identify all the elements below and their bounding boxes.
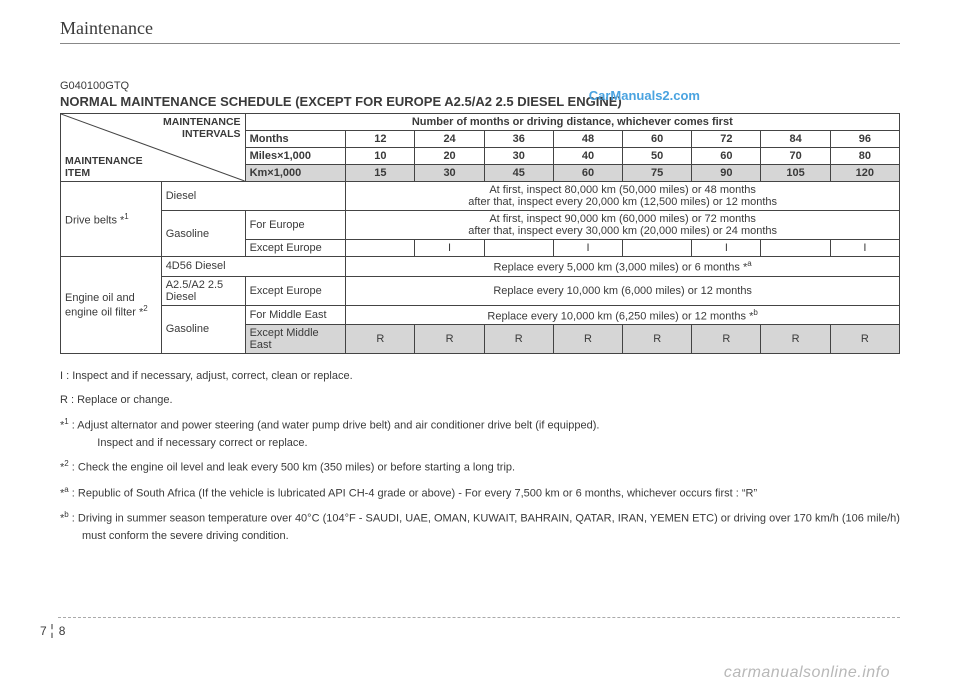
- eo-a25-label: A2.5/A2 2.5 Diesel: [161, 276, 245, 305]
- miles-1: 20: [415, 148, 484, 165]
- eo-4d56-label: 4D56 Diesel: [161, 257, 346, 277]
- miles-6: 70: [761, 148, 830, 165]
- db-diesel-note: At first, inspect 80,000 km (50,000 mile…: [346, 182, 900, 211]
- eo-gas-exme-6: R: [761, 325, 830, 354]
- eo-gas-exme-label: Except Middle East: [245, 325, 346, 354]
- notes-block: I : Inspect and if necessary, adjust, co…: [60, 368, 900, 545]
- group-header: Number of months or driving distance, wh…: [245, 114, 899, 131]
- db-gas-ex-4: [623, 240, 692, 257]
- months-label: Months: [245, 131, 346, 148]
- eo-a25-note: Replace every 10,000 km (6,000 miles) or…: [346, 276, 900, 305]
- note-r: R : Replace or change.: [60, 392, 900, 410]
- eo-gas-exme-4: R: [623, 325, 692, 354]
- eo-gas-exme-7: R: [830, 325, 899, 354]
- km-0: 15: [346, 165, 415, 182]
- km-5: 90: [692, 165, 761, 182]
- note-2: *2 : Check the engine oil level and leak…: [60, 458, 900, 477]
- db-gas-ex-1: I: [415, 240, 484, 257]
- miles-5: 60: [692, 148, 761, 165]
- miles-3: 40: [553, 148, 622, 165]
- km-label: Km×1,000: [245, 165, 346, 182]
- months-7: 96: [830, 131, 899, 148]
- km-2: 45: [484, 165, 553, 182]
- months-6: 84: [761, 131, 830, 148]
- running-head: Maintenance: [60, 18, 900, 44]
- miles-label: Miles×1,000: [245, 148, 346, 165]
- doc-code: G040100GTQ: [60, 80, 900, 92]
- miles-7: 80: [830, 148, 899, 165]
- eo-a25-sub: Except Europe: [245, 276, 346, 305]
- km-1: 30: [415, 165, 484, 182]
- footer-rule: [58, 617, 900, 618]
- page: Maintenance CarManuals2.com G040100GTQ N…: [0, 0, 960, 546]
- months-1: 24: [415, 131, 484, 148]
- eo-gas-exme-0: R: [346, 325, 415, 354]
- engine-oil-label: Engine oil and engine oil filter *2: [61, 257, 162, 354]
- db-gas-ex-2: [484, 240, 553, 257]
- miles-4: 50: [623, 148, 692, 165]
- eo-4d56-note: Replace every 5,000 km (3,000 miles) or …: [346, 257, 900, 277]
- maintenance-table: MAINTENANCEINTERVALSMAINTENANCEITEMNumbe…: [60, 113, 900, 354]
- eo-gas-exme-3: R: [553, 325, 622, 354]
- miles-2: 30: [484, 148, 553, 165]
- note-b: *b : Driving in summer season temperatur…: [60, 509, 900, 546]
- months-0: 12: [346, 131, 415, 148]
- eo-gas-me-note: Replace every 10,000 km (6,250 miles) or…: [346, 305, 900, 325]
- db-diesel-label: Diesel: [161, 182, 346, 211]
- db-gas-ex-6: [761, 240, 830, 257]
- km-7: 120: [830, 165, 899, 182]
- km-4: 75: [623, 165, 692, 182]
- engine-oil-a25: A2.5/A2 2.5 DieselExcept EuropeReplace e…: [61, 276, 900, 305]
- months-5: 72: [692, 131, 761, 148]
- db-gas-ex-7: I: [830, 240, 899, 257]
- drive-belts-gas-eu: GasolineFor EuropeAt first, inspect 90,0…: [61, 211, 900, 240]
- months-4: 60: [623, 131, 692, 148]
- miles-0: 10: [346, 148, 415, 165]
- db-gas-ex-3: I: [553, 240, 622, 257]
- eo-gas-exme-5: R: [692, 325, 761, 354]
- db-gas-ex-label: Except Europe: [245, 240, 346, 257]
- header-row-1: MAINTENANCEINTERVALSMAINTENANCEITEMNumbe…: [61, 114, 900, 131]
- eo-gas-me-label: For Middle East: [245, 305, 346, 325]
- km-3: 60: [553, 165, 622, 182]
- eo-gas-exme-2: R: [484, 325, 553, 354]
- eo-gas-exme-1: R: [415, 325, 484, 354]
- db-gas-eu-note: At first, inspect 90,000 km (60,000 mile…: [346, 211, 900, 240]
- eo-gas-label: Gasoline: [161, 305, 245, 354]
- page-number: 78: [40, 624, 65, 638]
- note-1: *1 : Adjust alternator and power steerin…: [60, 416, 900, 453]
- drive-belts-diesel: Drive belts *1DieselAt first, inspect 80…: [61, 182, 900, 211]
- db-gas-label: Gasoline: [161, 211, 245, 257]
- db-gas-ex-0: [346, 240, 415, 257]
- months-3: 48: [553, 131, 622, 148]
- db-gas-eu-label: For Europe: [245, 211, 346, 240]
- drive-belts-label: Drive belts *1: [61, 182, 162, 257]
- engine-oil-4d56: Engine oil and engine oil filter *24D56 …: [61, 257, 900, 277]
- watermark: CarManuals2.com: [589, 88, 700, 103]
- page-title: NORMAL MAINTENANCE SCHEDULE (EXCEPT FOR …: [60, 94, 900, 109]
- corner-cell: MAINTENANCEINTERVALSMAINTENANCEITEM: [61, 114, 246, 182]
- engine-oil-gas-me: GasolineFor Middle EastReplace every 10,…: [61, 305, 900, 325]
- km-6: 105: [761, 165, 830, 182]
- site-watermark: carmanualsonline.info: [724, 664, 890, 682]
- db-gas-ex-5: I: [692, 240, 761, 257]
- note-i: I : Inspect and if necessary, adjust, co…: [60, 368, 900, 386]
- months-2: 36: [484, 131, 553, 148]
- note-a: *a : Republic of South Africa (If the ve…: [60, 484, 900, 503]
